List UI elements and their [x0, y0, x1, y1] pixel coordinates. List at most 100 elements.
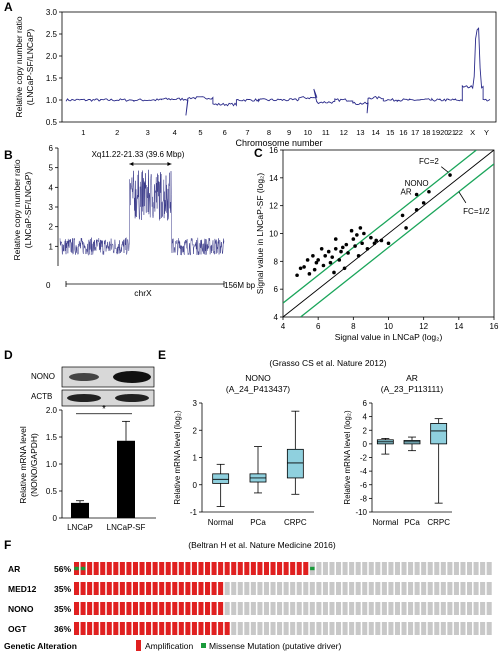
panel-f-cell: [434, 582, 440, 595]
panel-f-source: (Beltran H et al. Nature Medicine 2016): [188, 540, 336, 550]
panel-c-point: [330, 255, 335, 259]
panel-c-xlabel: Signal value in LNCaP (log₂): [335, 332, 443, 342]
panel-f-cell: [434, 562, 440, 575]
panel-f-cell: [322, 562, 328, 575]
panel-a-chr-label: 2: [115, 128, 119, 137]
panel-a-chr-label: Y: [484, 128, 489, 137]
panel-c-point: [326, 249, 331, 254]
panel-f-cell: [349, 622, 355, 635]
panel-f-cell: [342, 622, 348, 635]
panel-f-cell: [467, 602, 473, 615]
panel-f-cell: [224, 622, 230, 635]
panel-a-ytick-label: 1.0: [46, 96, 58, 105]
panel-c-point: [351, 237, 356, 241]
panel-f-cell: [453, 602, 459, 615]
panel-f-cell: [349, 602, 355, 615]
panel-e-ytick-label: 6: [363, 399, 368, 408]
panel-f-cell: [106, 602, 112, 615]
panel-f-cell: [296, 562, 302, 575]
panel-c-point: [333, 237, 338, 241]
panel-f-cell: [316, 602, 322, 615]
panel-a-chr-label: X: [470, 128, 475, 137]
panel-f-missense-mark: [80, 566, 86, 571]
panel-f-legend-title: Genetic Alteration: [4, 641, 77, 651]
panel-f-cell: [74, 602, 80, 615]
panel-f-cell: [80, 622, 86, 635]
panel-f-cell: [290, 582, 296, 595]
panel-f-cell: [119, 562, 125, 575]
panel-e-ytick-label: -6: [360, 481, 368, 490]
panel-e-ytick-label: -2: [360, 454, 368, 463]
panel-f-cell: [237, 582, 243, 595]
panel-b-ytick-label: 2: [49, 223, 54, 232]
panel-f-cell: [218, 562, 224, 575]
panel-e-box: [212, 473, 230, 484]
panel-c-point: [312, 267, 317, 272]
panel-f-cell: [480, 582, 486, 595]
panel-d-ytick-label: 2.0: [46, 406, 58, 415]
panel-f-cell: [178, 562, 184, 575]
panel-f-cell: [263, 562, 269, 575]
panel-f-cell: [453, 562, 459, 575]
panel-f-cell: [224, 582, 230, 595]
panel-c-xtick-label: 12: [419, 322, 428, 331]
panel-f-cell: [152, 622, 158, 635]
panel-f-cell: [303, 582, 309, 595]
panel-f-cell: [427, 562, 433, 575]
panel-f-cell: [113, 562, 119, 575]
panel-f-cell: [74, 622, 80, 635]
panel-f-cell: [93, 562, 99, 575]
panel-f-cell: [375, 622, 381, 635]
panel-c-point: [353, 244, 357, 248]
panel-f-cell: [126, 582, 132, 595]
panel-a-ylabel: Relative copy number ratio: [14, 16, 24, 117]
panel-f-cell: [434, 602, 440, 615]
panel-a-chr-label: 5: [198, 128, 202, 137]
panel-d-blot-label-nono: NONO: [31, 372, 55, 381]
panel-b-ytick-label: 3: [49, 203, 54, 212]
panel-f-cell: [250, 602, 256, 615]
panel-f-cell: [440, 622, 446, 635]
panel-f-cell: [132, 582, 138, 595]
panel-f-cell: [440, 562, 446, 575]
panel-f-cell: [244, 622, 250, 635]
panel-f-cell: [486, 582, 492, 595]
panel-c-point: [328, 260, 333, 265]
panel-a-chr-label: 20: [440, 128, 448, 137]
panel-f-cell: [87, 562, 93, 575]
panel-f-cell: [290, 562, 296, 575]
panel-e-title: AR: [406, 373, 418, 383]
panel-e-ylabel: Relative mRNA level (log₂): [343, 410, 352, 505]
panel-c-xtick-label: 8: [351, 322, 356, 331]
panel-c-point: [356, 253, 361, 258]
panel-f-cell: [421, 602, 427, 615]
panel-f-gene-percent: 36%: [54, 624, 71, 634]
panel-d-blot-label-actb: ACTB: [31, 392, 52, 401]
panel-label-f: F: [4, 538, 12, 552]
panel-f-gene-name: OGT: [8, 624, 27, 634]
panel-c-point: [298, 266, 303, 271]
panel-f-cell: [349, 582, 355, 595]
panel-f-cell: [113, 622, 119, 635]
panel-f-cell: [401, 582, 407, 595]
panel-f-cell: [421, 622, 427, 635]
panel-c-point: [369, 235, 373, 240]
panel-f-cell: [205, 622, 211, 635]
panel-d-blot-actb: [61, 389, 155, 407]
panel-f-cell: [368, 582, 374, 595]
panel-f-cell: [191, 622, 197, 635]
panel-a-chr-label: 8: [267, 128, 271, 137]
panel-f-cell: [368, 622, 374, 635]
panel-f-cell: [106, 582, 112, 595]
panel-f-cell: [74, 582, 80, 595]
panel-c-point: [342, 266, 347, 271]
panel-f-cell: [375, 582, 381, 595]
panel-c-plot-area: [283, 150, 494, 317]
panel-c-xtick-label: 4: [281, 322, 286, 331]
panel-f-cell: [322, 582, 328, 595]
panel-f-cell: [100, 602, 106, 615]
panel-b-ylabel: Relative copy number ratio: [12, 159, 22, 260]
panel-a-chr-label: 4: [173, 128, 177, 137]
panel-c-point: [355, 233, 359, 237]
panel-e-ytick-label: 2: [363, 426, 368, 435]
